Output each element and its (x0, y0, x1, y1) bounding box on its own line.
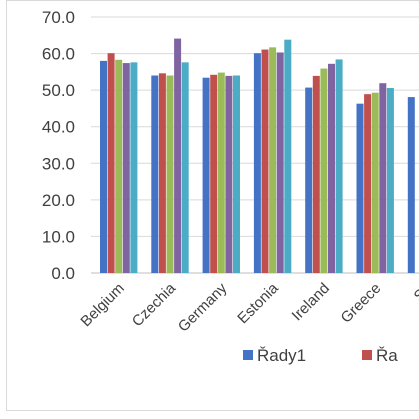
bar (174, 38, 182, 273)
bar (305, 87, 313, 273)
bar (122, 63, 130, 273)
bar (386, 87, 394, 273)
bar (269, 47, 277, 274)
bar (253, 53, 261, 273)
bar (181, 62, 189, 273)
legend: Řady1 Řa (243, 346, 398, 365)
bar (364, 94, 372, 273)
y-tick-label: 50.0 (42, 81, 75, 100)
bar (371, 92, 379, 274)
legend-swatch (243, 350, 253, 360)
x-tick-label: Estonia (234, 279, 282, 327)
bar (100, 60, 107, 274)
y-tick-label: 40.0 (42, 118, 75, 137)
y-tick-label: 30.0 (42, 154, 75, 173)
bar (166, 75, 174, 273)
bar (210, 74, 218, 273)
bar (328, 63, 335, 273)
bar (379, 83, 387, 274)
x-tick-label: Belgium (77, 280, 127, 330)
bar (217, 72, 225, 274)
y-tick-label: 60.0 (42, 45, 75, 64)
bar (225, 75, 233, 273)
bar (284, 39, 292, 273)
y-tick-label: 0.0 (51, 264, 75, 283)
y-tick-label: 10.0 (42, 227, 75, 246)
x-tick-label: Czechia (129, 279, 180, 330)
y-tick-label: 20.0 (42, 191, 75, 210)
bar (356, 103, 364, 273)
bar (202, 77, 210, 273)
bar (407, 97, 415, 273)
bar (261, 49, 269, 274)
y-tick-labels: 0.0 10.0 20.0 30.0 40.0 50.0 60.0 70.0 (42, 8, 75, 283)
x-tick-label: Sp (411, 280, 419, 305)
bar (320, 68, 328, 274)
x-tick-label: Greece (338, 280, 385, 327)
legend-label: Řady1 (257, 346, 306, 365)
bar (115, 59, 123, 273)
bars (100, 38, 415, 274)
bar (151, 75, 159, 273)
bar (233, 75, 240, 273)
bar (335, 59, 343, 274)
bar (312, 75, 320, 273)
chart-border (6, 0, 419, 411)
y-tick-label: 70.0 (42, 8, 75, 27)
legend-label: Řa (376, 346, 398, 365)
legend-swatch (362, 350, 372, 360)
x-tick-label: Germany (175, 279, 231, 335)
bar (107, 53, 115, 273)
bar (158, 73, 166, 273)
bar (130, 62, 138, 273)
x-tick-label: Ireland (289, 280, 333, 324)
bar (276, 52, 284, 273)
